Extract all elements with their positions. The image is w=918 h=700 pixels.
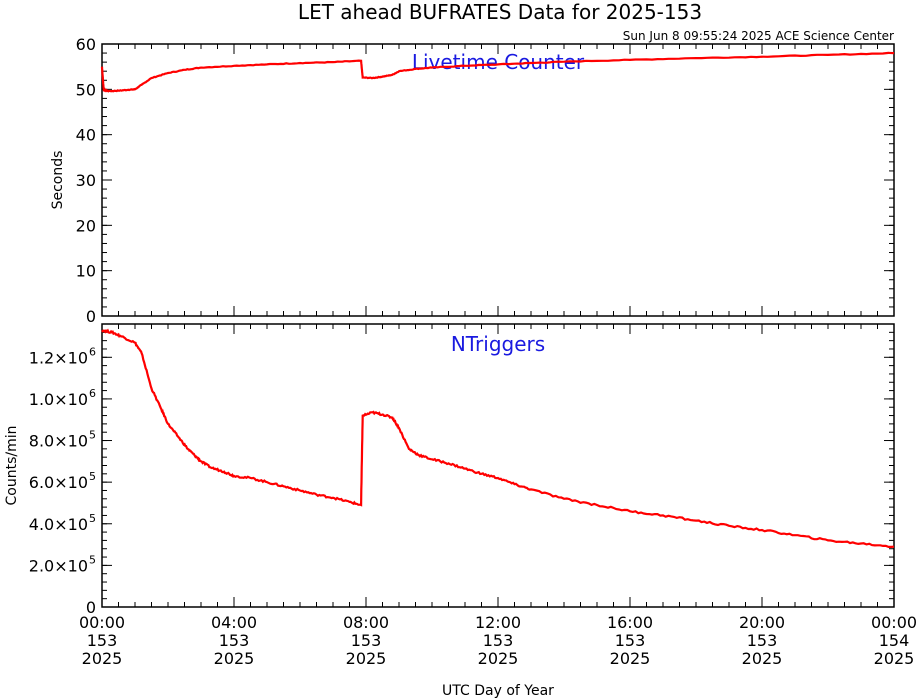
plot-frame: [101, 43, 895, 317]
x-axis-label: UTC Day of Year: [442, 683, 554, 699]
y-tick-label: 8.0×10: [29, 432, 88, 451]
y-tick-exponent: 5: [89, 512, 96, 525]
x-tick-label-doy: 153: [747, 631, 778, 650]
x-tick-label-time: 12:00: [475, 613, 521, 632]
panel-1: 02.0×10 54.0×10 56.0×10 58.0×10 51.0×10 61.2×…: [4, 323, 895, 617]
y-tick-label: 0: [86, 307, 96, 326]
x-tick-label-doy: 153: [483, 631, 514, 650]
chart-title: LET ahead BUFRATES Data for 2025-153: [298, 0, 702, 24]
x-tick-label-time: 00:00: [79, 613, 125, 632]
y-tick-label: 50: [76, 80, 96, 99]
y-tick-label: 30: [76, 171, 96, 190]
x-tick-label-doy: 153: [87, 631, 118, 650]
y-axis-label: Counts/min: [4, 426, 20, 506]
y-tick-label: 0: [86, 598, 96, 617]
x-tick-label-year: 2025: [214, 649, 255, 668]
x-tick-label-year: 2025: [742, 649, 783, 668]
x-tick-label-time: 16:00: [607, 613, 653, 632]
panel-label: NTriggers: [451, 332, 545, 356]
series-line: [100, 51, 895, 93]
x-tick-label-doy: 153: [615, 631, 646, 650]
chart-subtitle: Sun Jun 8 09:55:24 2025 ACE Science Cent…: [623, 29, 894, 43]
y-axis-label: Seconds: [50, 151, 66, 210]
y-tick-exponent: 5: [89, 470, 96, 483]
y-tick-label: 2.0×10: [29, 556, 88, 575]
x-tick-label-year: 2025: [478, 649, 519, 668]
x-tick-label-year: 2025: [346, 649, 387, 668]
x-tick-label-doy: 153: [351, 631, 382, 650]
y-tick-exponent: 5: [89, 429, 96, 442]
y-tick-exponent: 5: [89, 553, 96, 566]
y-tick-label: 1.0×10: [29, 390, 88, 409]
x-tick-label-time: 04:00: [211, 613, 257, 632]
y-tick-label: 20: [76, 216, 96, 235]
series-line: [101, 328, 895, 548]
y-tick-label: 60: [76, 35, 96, 54]
x-tick-label-year: 2025: [874, 649, 915, 668]
y-tick-label: 40: [76, 126, 96, 145]
y-tick-exponent: 6: [89, 345, 96, 358]
y-tick-label: 6.0×10: [29, 473, 88, 492]
x-tick-label-time: 00:00: [871, 613, 917, 632]
x-tick-label-doy: 154: [879, 631, 910, 650]
x-tick-label-doy: 153: [219, 631, 250, 650]
y-tick-exponent: 6: [89, 387, 96, 400]
y-tick-label: 10: [76, 262, 96, 281]
y-tick-label: 1.2×10: [29, 348, 88, 367]
plot-frame: [101, 323, 895, 608]
x-tick-label-year: 2025: [610, 649, 651, 668]
x-tick-label-time: 08:00: [343, 613, 389, 632]
x-tick-label-time: 20:00: [739, 613, 785, 632]
y-tick-label: 4.0×10: [29, 515, 88, 534]
x-tick-label-year: 2025: [82, 649, 123, 668]
